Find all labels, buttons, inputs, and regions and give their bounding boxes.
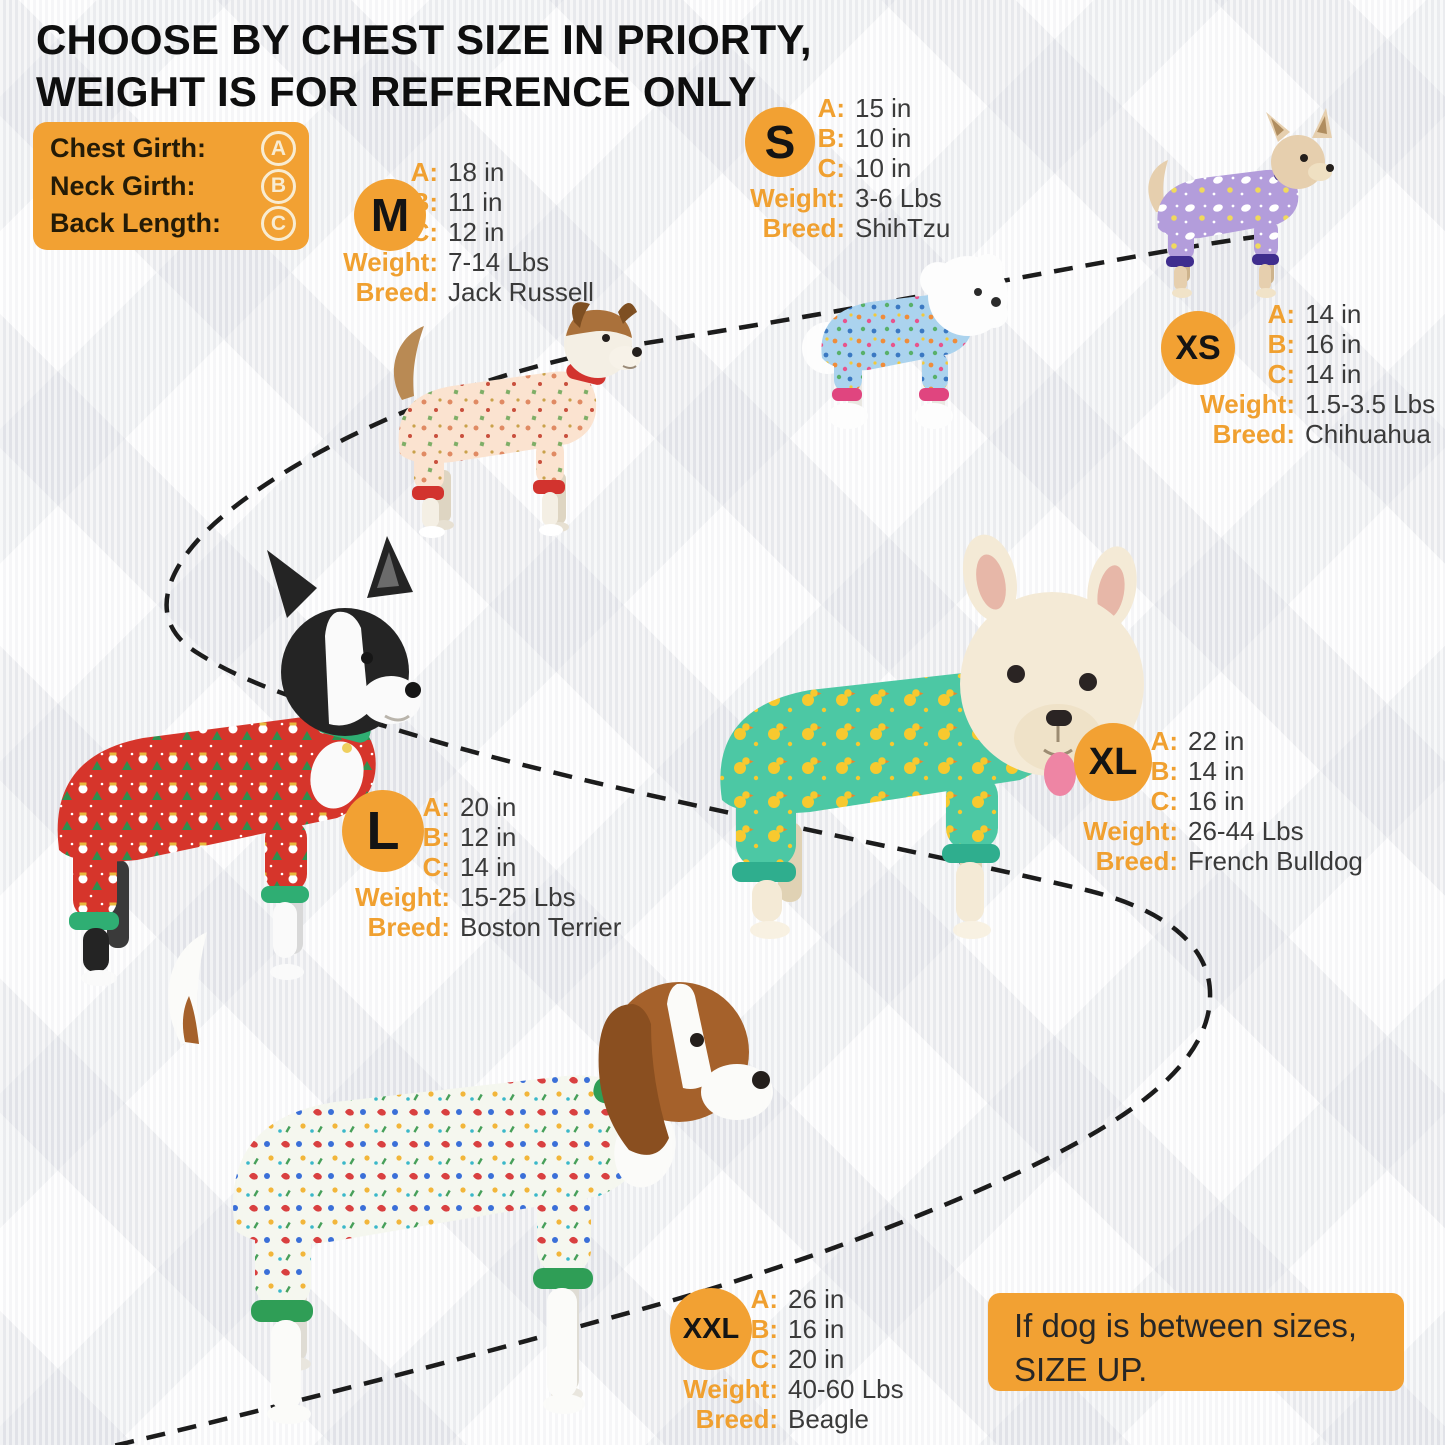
size-block-xl: XL A: 22 in B: 14 in C: 16 in Weight: 26-44 … xyxy=(1060,723,1363,876)
value-back: 20 in xyxy=(788,1344,845,1374)
value-back: 16 in xyxy=(1188,786,1245,816)
value-neck: 12 in xyxy=(460,822,517,852)
size-xs-specs: A: 14 in B: 16 in C: 14 in Weight: 1.5-3.5 L… xyxy=(1177,300,1435,449)
value-breed: French Bulldog xyxy=(1188,846,1363,876)
note-line-2: SIZE UP. xyxy=(1014,1350,1148,1388)
note-line-1: If dog is between sizes, xyxy=(1014,1307,1358,1344)
label-a: A: xyxy=(422,792,450,822)
label-weight: Weight: xyxy=(683,1374,778,1404)
size-block-l: L A: 20 in B: 12 in C: 14 in Weight: 15-25 L… xyxy=(332,790,621,942)
size-badge-s: S xyxy=(745,107,815,177)
size-xxl-specs: A: 26 in B: 16 in C: 20 in Weight: 40-60 Lbs… xyxy=(660,1285,904,1434)
label-b: B: xyxy=(750,1314,778,1344)
value-breed: Boston Terrier xyxy=(460,912,622,942)
label-breed: Breed: xyxy=(355,277,438,307)
title-line-1: CHOOSE BY CHEST SIZE IN PRIORTY, xyxy=(36,16,812,63)
label-c: C: xyxy=(750,1344,778,1374)
value-back: 14 in xyxy=(460,852,517,882)
value-chest: 20 in xyxy=(460,792,517,822)
boston-terrier-dog-illustration xyxy=(57,536,421,986)
value-neck: 11 in xyxy=(448,187,503,217)
legend-row-back: Back Length: C xyxy=(50,206,296,241)
label-breed: Breed: xyxy=(1095,846,1178,876)
value-weight: 1.5-3.5 Lbs xyxy=(1305,389,1436,419)
label-a: A: xyxy=(1150,726,1178,756)
value-chest: 26 in xyxy=(788,1284,845,1314)
label-weight: Weight: xyxy=(355,882,450,912)
letter-a-badge: A xyxy=(261,131,296,166)
size-block-xxl: XXL A: 26 in B: 16 in C: 20 in Weight: 40-60… xyxy=(660,1285,904,1434)
legend-row-neck: Neck Girth: B xyxy=(50,168,296,204)
title-line-2: WEIGHT IS FOR REFERENCE ONLY xyxy=(36,68,757,116)
value-weight: 3-6 Lbs xyxy=(855,183,942,213)
label-breed: Breed: xyxy=(367,912,450,942)
value-weight: 15-25 Lbs xyxy=(460,882,576,912)
legend-row-chest: Chest Girth: A xyxy=(50,131,296,166)
beagle-dog-illustration xyxy=(168,932,773,1424)
value-neck: 10 in xyxy=(855,123,912,153)
label-a: A: xyxy=(1267,299,1295,329)
value-weight: 26-44 Lbs xyxy=(1188,816,1304,846)
value-back: 10 in xyxy=(855,153,912,183)
value-back: 12 in xyxy=(448,217,505,247)
label-breed: Breed: xyxy=(762,213,845,243)
value-weight: 7-14 Lbs xyxy=(448,247,550,277)
size-m-specs: A: 18 in B: 11 in C: 12 in Weight: 7-14 Lbs … xyxy=(320,158,594,307)
letter-b-badge: B xyxy=(261,168,296,204)
label-breed: Breed: xyxy=(1212,419,1295,449)
value-weight: 40-60 Lbs xyxy=(788,1374,904,1404)
label-b: B: xyxy=(1150,756,1178,786)
label-b: B: xyxy=(817,123,845,153)
jack-russell-dog-illustration xyxy=(393,302,642,538)
size-badge-xxl: XXL xyxy=(670,1288,752,1370)
label-weight: Weight: xyxy=(750,183,845,213)
size-s-specs: A: 15 in B: 10 in C: 10 in Weight: 3-6 Lbs B… xyxy=(727,94,950,243)
value-breed: Beagle xyxy=(788,1404,869,1434)
value-neck: 14 in xyxy=(1188,756,1245,786)
size-badge-xs: XS xyxy=(1161,311,1235,385)
label-weight: Weight: xyxy=(1200,389,1295,419)
value-chest: 18 in xyxy=(448,157,505,187)
size-badge-m: M xyxy=(354,179,426,251)
label-a: A: xyxy=(410,157,438,187)
page-title: CHOOSE BY CHEST SIZE IN PRIORTY, WEIGHT … xyxy=(36,14,812,118)
shihtzu-dog-illustration xyxy=(802,254,1008,429)
value-chest: 15 in xyxy=(855,93,912,123)
value-neck: 16 in xyxy=(1305,329,1362,359)
size-block-m: M A: 18 in B: 11 in C: 12 in Weight: 7-14 Lb… xyxy=(320,158,594,307)
label-c: C: xyxy=(1267,359,1295,389)
size-xl-specs: A: 22 in B: 14 in C: 16 in Weight: 26-44 Lbs… xyxy=(1060,727,1363,876)
value-back: 14 in xyxy=(1305,359,1362,389)
value-chest: 14 in xyxy=(1305,299,1362,329)
label-b: B: xyxy=(422,822,450,852)
value-breed: Chihuahua xyxy=(1305,419,1431,449)
size-badge-l: L xyxy=(342,790,424,872)
value-chest: 22 in xyxy=(1188,726,1245,756)
size-badge-xl: XL xyxy=(1074,723,1152,801)
label-weight: Weight: xyxy=(1083,816,1178,846)
measurement-legend: Chest Girth: A Neck Girth: B Back Length… xyxy=(33,122,309,250)
legend-label-neck: Neck Girth: xyxy=(50,170,196,201)
label-b: B: xyxy=(1267,329,1295,359)
value-breed: ShihTzu xyxy=(855,213,951,243)
label-weight: Weight: xyxy=(343,247,438,277)
size-up-note: If dog is between sizes, SIZE UP. xyxy=(988,1293,1404,1391)
label-a: A: xyxy=(817,93,845,123)
label-c: C: xyxy=(422,852,450,882)
label-a: A: xyxy=(750,1284,778,1314)
label-c: C: xyxy=(817,153,845,183)
value-neck: 16 in xyxy=(788,1314,845,1344)
legend-label-back: Back Length: xyxy=(50,208,222,238)
size-l-specs: A: 20 in B: 12 in C: 14 in Weight: 15-25 Lbs… xyxy=(332,793,621,942)
size-block-xs: XS A: 14 in B: 16 in C: 14 in Weight: 1.5-3.… xyxy=(1161,300,1435,449)
label-breed: Breed: xyxy=(695,1404,778,1434)
value-breed: Jack Russell xyxy=(448,277,594,307)
letter-c-badge: C xyxy=(261,206,296,241)
chihuahua-dog-illustration xyxy=(1148,108,1334,298)
size-block-s: S A: 15 in B: 10 in C: 10 in Weight: 3-6 Lbs… xyxy=(727,94,950,243)
legend-label-chest: Chest Girth: xyxy=(50,133,207,163)
label-c: C: xyxy=(1150,786,1178,816)
